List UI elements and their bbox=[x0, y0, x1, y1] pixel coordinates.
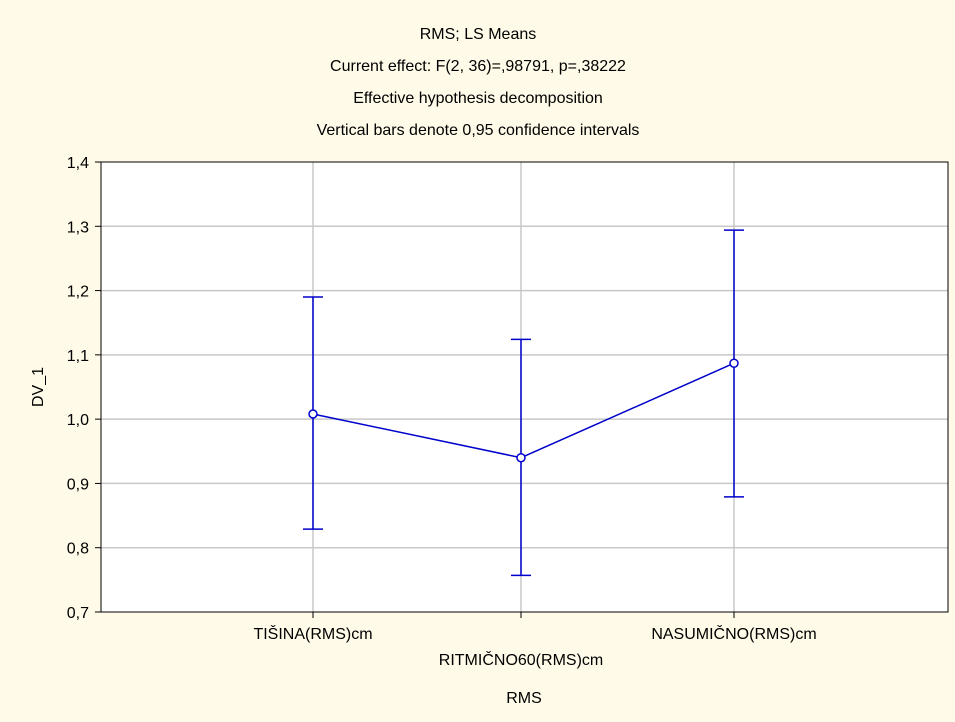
chart-title-line: Current effect: F(2, 36)=,98791, p=,3822… bbox=[330, 58, 626, 75]
x-axis: TIŠINA(RMS)cm RITMIČNO60(RMS)cm NASUMIČNO(… bbox=[253, 612, 817, 669]
y-tick-label: 1,3 bbox=[67, 219, 89, 236]
x-axis-title: RMS bbox=[506, 690, 542, 707]
data-point bbox=[308, 409, 318, 419]
chart-titles: RMS; LS Means Current effect: F(2, 36)=,9… bbox=[317, 26, 640, 139]
plot-border bbox=[100, 161, 949, 613]
data-point bbox=[516, 452, 526, 463]
plot-area bbox=[101, 162, 948, 612]
y-tick-label: 1,2 bbox=[67, 284, 89, 301]
data-point bbox=[729, 358, 739, 368]
chart-title-line: Effective hypothesis decomposition bbox=[353, 90, 603, 107]
x-tick-label: TIŠINA(RMS)cm bbox=[253, 624, 372, 643]
series-layer bbox=[303, 229, 744, 577]
y-tick-label: 1,0 bbox=[67, 412, 89, 429]
y-tick-label: 1,1 bbox=[67, 348, 89, 365]
x-tick-label: RITMIČNO60(RMS)cm bbox=[439, 650, 603, 669]
chart-title-line: Vertical bars denote 0,95 confidence int… bbox=[317, 122, 640, 139]
y-tick-label: 0,8 bbox=[67, 541, 89, 558]
y-tick-label: 1,4 bbox=[67, 155, 89, 172]
y-axis: 0,7 0,8 0,9 1,0 1,1 1,2 1,3 1,4 bbox=[67, 155, 101, 622]
y-tick-label: 0,9 bbox=[67, 476, 89, 493]
y-tick-label: 0,7 bbox=[67, 605, 89, 622]
y-axis-title: DV_1 bbox=[30, 367, 47, 407]
x-tick-label: NASUMIČNO(RMS)cm bbox=[651, 624, 816, 643]
chart-title-line: RMS; LS Means bbox=[420, 26, 536, 43]
